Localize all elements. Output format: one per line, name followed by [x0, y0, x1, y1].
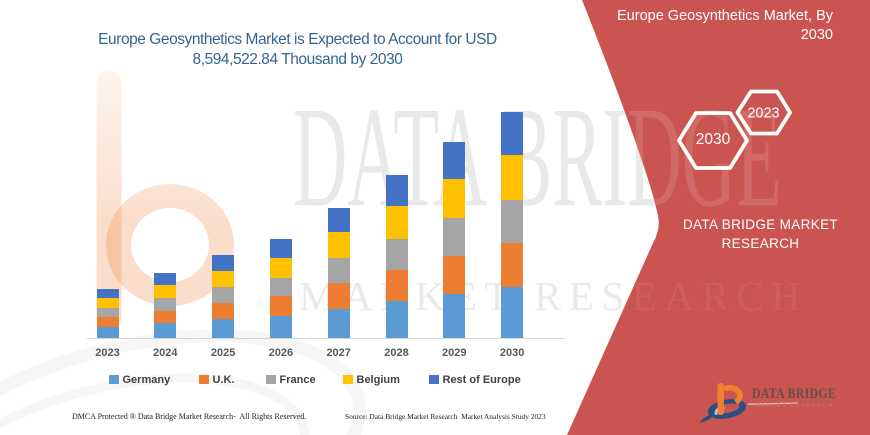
svg-text:2023: 2023	[747, 106, 779, 122]
svg-text:2030: 2030	[696, 131, 731, 148]
